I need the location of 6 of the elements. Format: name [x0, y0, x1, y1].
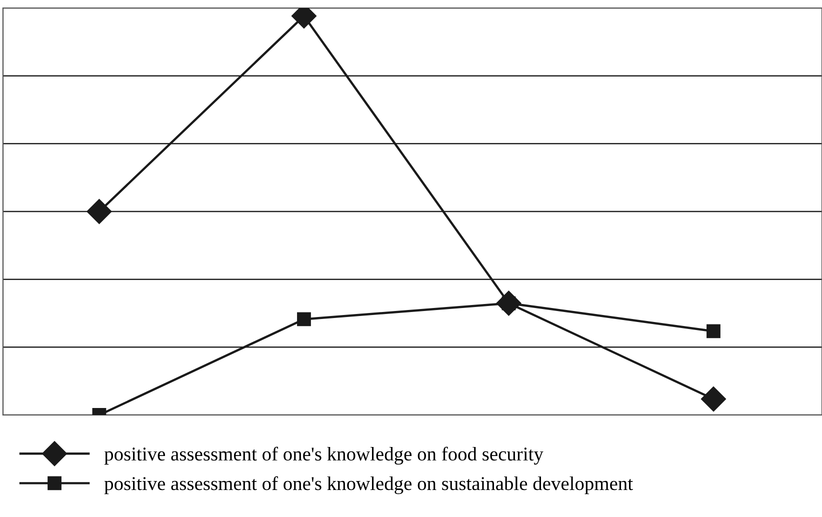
point — [706, 324, 720, 338]
point — [86, 199, 112, 224]
legend-label: positive assessment of one's knowledge on sustainable development — [104, 476, 633, 494]
point — [297, 312, 311, 326]
legend-label: positive assessment of one's knowledge on food security — [104, 446, 544, 465]
point — [701, 386, 726, 412]
